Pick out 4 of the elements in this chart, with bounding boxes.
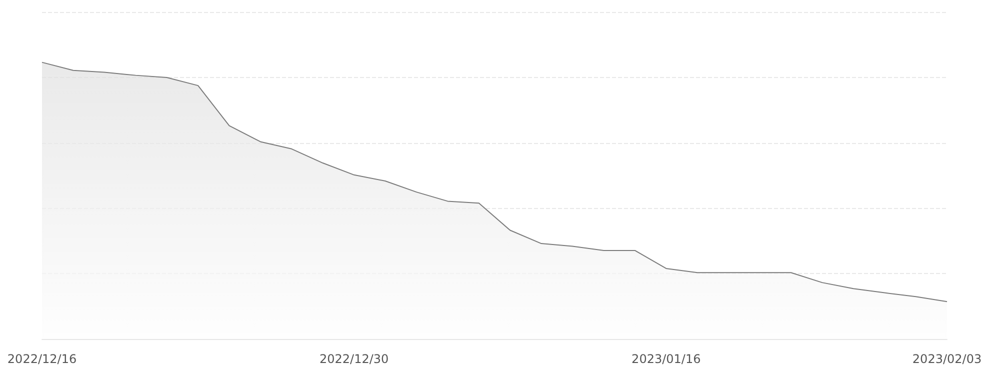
x-tick-label: 2023/02/03 — [912, 352, 982, 366]
x-tick-label: 2023/01/16 — [632, 352, 701, 366]
x-tick-label: 2022/12/16 — [7, 352, 77, 366]
x-tick-label: 2022/12/30 — [319, 352, 389, 366]
